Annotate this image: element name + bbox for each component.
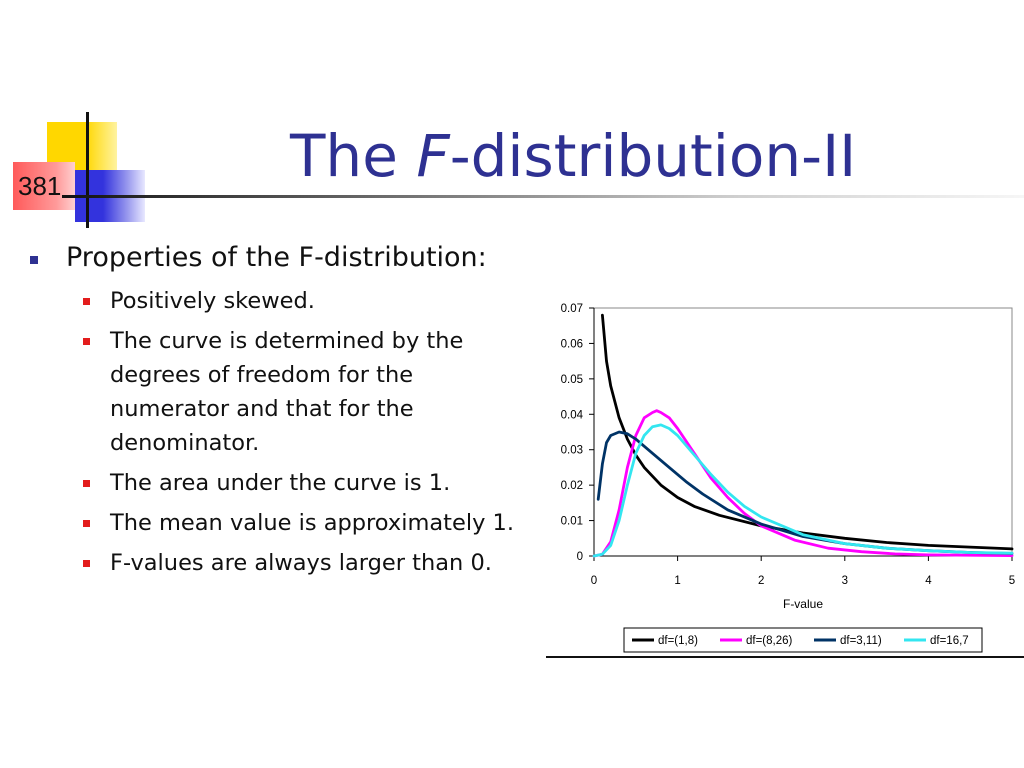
sub-bullet-text: The area under the curve is 1. [110,470,451,496]
series-line-3 [592,423,1014,558]
slide-number: 381 [18,171,62,201]
x-axis-label: F-value [783,597,823,611]
sub-bullet: The mean value is approximately 1. [28,506,528,540]
sub-bullet-marker [83,480,90,487]
chart-baseline [546,656,1024,658]
title-italic-f: F [416,122,450,190]
main-bullet: Properties of the F-distribution: [28,238,528,278]
sub-bullet-text: The curve is determined by the degrees o… [110,328,464,456]
y-tick-label: 0 [577,551,583,563]
f-distribution-chart: 0 0.01 0.02 0.03 0.04 0.05 0.06 0.07 0 1 2 3 4 5 F-val… [561,303,1015,653]
x-tick-label: 3 [842,575,848,587]
y-tick-label: 0.06 [561,338,583,350]
x-tick-label: 2 [758,575,764,587]
y-tick-label: 0.04 [561,409,584,421]
bullet-list: Properties of the F-distribution: Positi… [28,238,528,580]
slide-title: The F-distribution-II [290,122,856,190]
series-line-1 [592,409,1014,558]
y-tick-label: 0.05 [561,374,583,386]
y-tick-label: 0.07 [561,303,583,315]
sub-bullet-marker [83,520,90,527]
sub-bullet: Positively skewed. [28,284,528,318]
decor-vertical-line [86,112,89,228]
decor-red-square [13,162,75,210]
sub-bullet-marker [83,338,90,345]
legend-label-2: df=3,11) [840,635,882,647]
main-bullet-text: Properties of the F-distribution: [66,242,487,273]
legend-label-3: df=16,7 [930,635,969,647]
sub-bullet-text: F-values are always larger than 0. [110,550,492,576]
y-tick-label: 0.01 [561,516,583,528]
y-tick-label: 0.03 [561,445,583,457]
sub-bullet-list: Positively skewed. The curve is determin… [28,284,528,580]
series-line-0 [601,313,1014,551]
main-bullet-marker [30,256,38,264]
x-tick-label: 5 [1009,575,1015,587]
sub-bullet-text: Positively skewed. [110,288,315,314]
sub-bullet-text: The mean value is approximately 1. [110,510,515,536]
legend-label-1: df=(8,26) [746,635,793,647]
title-underline [62,195,1024,198]
y-tick-label: 0.02 [561,480,583,492]
sub-bullet-marker [83,298,90,305]
legend-label-0: df=(1,8) [658,635,698,647]
title-suffix: -distribution-II [449,122,857,190]
x-tick-label: 1 [674,575,680,587]
title-prefix: The [290,122,417,190]
plot-frame [593,307,1013,557]
sub-bullet: The area under the curve is 1. [28,466,528,500]
x-tick-label: 4 [925,575,932,587]
x-tick-label: 0 [591,575,597,587]
sub-bullet: F-values are always larger than 0. [28,546,528,580]
sub-bullet-marker [83,560,90,567]
sub-bullet: The curve is determined by the degrees o… [28,324,528,460]
plot-area: 0 0.01 0.02 0.03 0.04 0.05 0.06 0.07 0 1 2 3 4 5 F-val… [561,303,1015,653]
